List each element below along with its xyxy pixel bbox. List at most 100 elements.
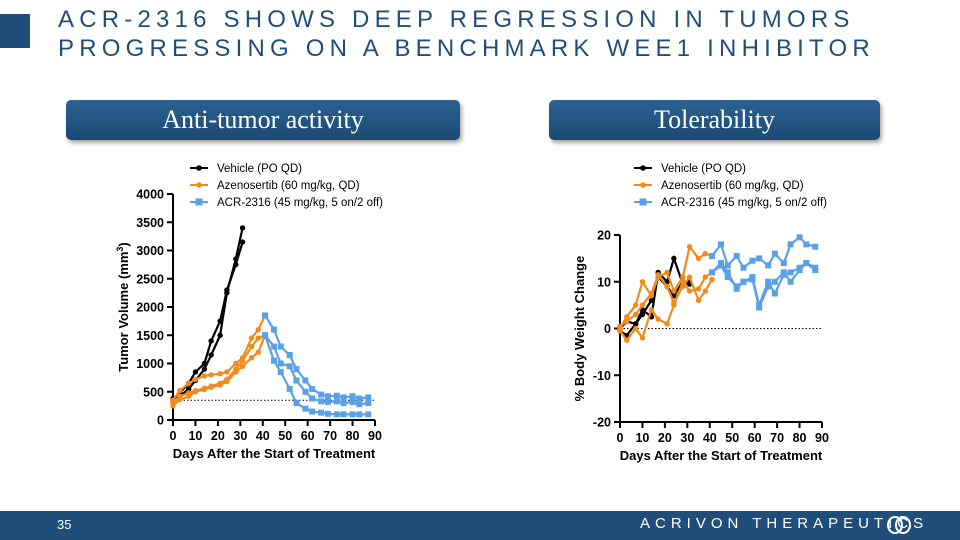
company-name: ACRIVON THERAPEUTICS [640,515,929,532]
x-tick-label: 0 [170,429,177,443]
data-point [787,269,794,276]
legend-label: Vehicle (PO QD) [217,163,302,175]
y-tick-label: 4000 [136,188,164,202]
x-tick-label: 90 [368,429,382,443]
data-point [302,377,309,384]
data-point [239,225,246,231]
data-point [639,335,646,341]
data-point [702,251,708,257]
data-point [177,387,183,394]
data-point [796,267,803,274]
data-point [309,395,316,402]
data-point [340,394,347,401]
data-point [740,264,747,271]
corner-accent-block [0,14,30,48]
slide-title-line-1: ACR-2316 shows deep regression in tumors [58,6,855,33]
x-tick-label: 70 [323,429,337,443]
x-tick-label: 80 [793,431,807,445]
x-tick-label: 20 [211,429,225,443]
legend-label: Azenosertib (60 mg/kg, QD) [217,180,360,192]
data-point [812,264,819,271]
data-point [217,332,223,338]
data-point [239,357,246,364]
data-point [733,253,740,260]
legend-square-marker [195,198,203,206]
x-axis-title: Days After the Start of Treatment [620,448,823,463]
y-tick-label: 3000 [136,244,164,258]
company-logo-icon [887,516,911,534]
data-point [686,243,693,250]
data-point [365,394,372,401]
data-point [208,338,214,344]
data-point [765,262,772,269]
data-point [286,363,293,370]
data-point [664,269,670,276]
data-point [233,369,239,375]
data-point [702,288,708,294]
x-tick-label: 10 [635,431,649,445]
data-point [333,411,340,418]
data-point [262,332,269,339]
data-point [695,297,702,304]
data-point [664,283,670,290]
x-tick-label: 10 [188,429,202,443]
y-axis-title-superscript: 3 [115,247,125,252]
data-point [324,410,331,417]
data-point [655,316,661,322]
data-point [186,393,192,399]
data-point [633,325,639,332]
data-point [271,343,277,350]
data-point [271,357,277,364]
data-point [780,260,787,267]
data-point [709,253,716,260]
y-tick-label: 500 [143,385,164,399]
data-point [192,389,199,395]
data-point [633,302,639,308]
data-point [318,398,325,405]
data-point [318,409,325,416]
data-point [740,278,747,285]
x-tick-label: 0 [617,431,624,445]
data-point [239,363,246,370]
data-point [686,288,693,294]
data-point [233,360,239,367]
x-tick-label: 30 [680,431,694,445]
data-point [248,355,255,361]
data-point [201,360,208,367]
legend-circle-marker [640,182,646,188]
data-point [702,274,708,280]
data-point [639,279,646,285]
y-tick-label: 20 [597,229,611,243]
anti-tumor-activity-header: Anti-tumor activity [66,100,460,140]
data-point [771,290,778,297]
data-point [340,400,347,407]
data-point [192,376,199,383]
data-point [201,366,208,372]
slide-title: ACR-2316 shows deep regression in tumors… [58,5,875,63]
x-tick-label: 20 [658,431,672,445]
data-point [293,400,300,407]
y-tick-label: 2500 [136,272,164,286]
data-point [749,276,756,283]
data-point [648,290,655,297]
data-point [356,395,363,402]
data-point [724,269,731,276]
data-point [695,286,702,292]
x-tick-label: 50 [278,429,292,443]
data-point [217,318,223,324]
y-axis-title-text: % Body Weight Change [572,256,587,402]
data-point [255,335,261,341]
data-point [639,302,646,308]
data-point [177,396,183,403]
data-point [170,403,176,409]
y-axis-title-text: Tumor Volume (mm [116,252,131,372]
footer-bar: 35 ACRIVON THERAPEUTICS [0,511,960,540]
x-tick-label: 30 [233,429,247,443]
data-point [624,337,630,343]
x-axis-title: Days After the Start of Treatment [173,446,376,461]
data-point [765,278,772,285]
data-point [664,321,670,327]
data-point [286,352,293,359]
data-point [309,385,316,392]
data-point [302,405,309,412]
